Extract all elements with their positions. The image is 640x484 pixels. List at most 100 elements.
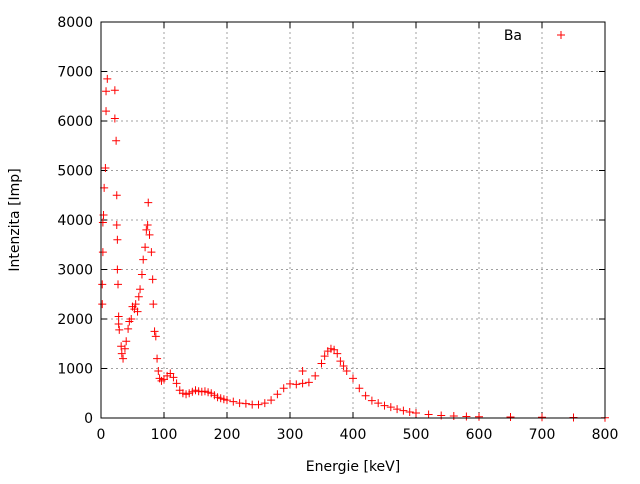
- data-point: [279, 384, 288, 393]
- x-axis-label: Energie [keV]: [306, 459, 400, 475]
- y-tick-label: 3000: [57, 263, 93, 279]
- data-point: [131, 300, 140, 309]
- data-point: [117, 349, 126, 358]
- legend-marker: [557, 31, 565, 39]
- plot-frame: [100, 21, 606, 419]
- data-point: [380, 401, 389, 410]
- data-point: [304, 378, 313, 387]
- data-point: [462, 412, 471, 421]
- data-point: [154, 366, 163, 375]
- data-point: [260, 399, 269, 408]
- y-tick-label: 4000: [57, 213, 93, 229]
- data-point: [374, 399, 383, 408]
- data-point: [336, 357, 345, 366]
- data-point: [101, 164, 110, 173]
- y-tick-label: 5000: [57, 164, 93, 180]
- data-point: [424, 410, 433, 419]
- data-point: [143, 220, 152, 229]
- data-point: [113, 235, 122, 244]
- y-tick-label: 6000: [57, 114, 93, 130]
- data-point: [355, 384, 364, 393]
- x-tick-label: 200: [214, 427, 241, 443]
- data-point: [112, 136, 121, 145]
- data-point: [298, 366, 307, 375]
- data-point: [98, 218, 107, 227]
- x-tick-label: 800: [592, 427, 619, 443]
- data-point: [298, 379, 307, 388]
- data-point: [114, 280, 123, 289]
- x-tick-label: 100: [151, 427, 178, 443]
- data-point: [147, 248, 156, 257]
- ticks: 0 100 200 300 400 500 600 700 800010002000300040…: [57, 15, 618, 443]
- data-point: [112, 191, 121, 200]
- data-point: [148, 275, 157, 284]
- data-point: [333, 349, 342, 358]
- data-point: [317, 359, 326, 368]
- data-point: [98, 280, 107, 289]
- data-points: [98, 74, 609, 422]
- data-point: [172, 379, 181, 388]
- data-point: [113, 265, 122, 274]
- y-tick-label: 8000: [57, 15, 93, 31]
- legend-label: Ba: [504, 28, 522, 44]
- data-point: [136, 285, 145, 294]
- data-point: [115, 325, 124, 334]
- y-tick-label: 1000: [57, 362, 93, 378]
- legend-marker-symbol: [557, 31, 565, 39]
- data-point: [229, 397, 238, 406]
- data-point: [144, 198, 153, 207]
- data-point: [449, 412, 458, 421]
- data-point: [151, 332, 160, 341]
- data-point: [223, 396, 231, 405]
- data-point: [127, 315, 136, 323]
- data-point: [254, 400, 263, 409]
- data-point: [141, 243, 150, 252]
- data-point: [119, 354, 128, 363]
- data-point: [412, 409, 420, 418]
- data-point: [137, 270, 146, 279]
- data-point: [110, 114, 119, 123]
- data-point: [367, 396, 376, 405]
- data-point: [339, 362, 348, 371]
- data-point: [133, 307, 142, 316]
- data-point: [538, 413, 546, 422]
- legend: Ba: [504, 28, 565, 44]
- data-point: [122, 337, 131, 346]
- data-point: [273, 390, 282, 399]
- data-point: [110, 86, 119, 95]
- x-tick-label: 400: [340, 427, 367, 443]
- data-point: [405, 408, 414, 417]
- data-point: [241, 399, 250, 408]
- data-point: [320, 352, 329, 361]
- data-point: [475, 412, 483, 421]
- data-point: [506, 413, 515, 422]
- data-point: [342, 366, 351, 375]
- x-tick-label: 700: [529, 427, 556, 443]
- data-point: [120, 344, 129, 353]
- data-point: [102, 87, 111, 96]
- data-point: [361, 391, 370, 400]
- data-point: [145, 230, 154, 239]
- x-tick-label: 300: [277, 427, 304, 443]
- data-point: [399, 406, 408, 415]
- data-point: [139, 255, 148, 264]
- data-point: [153, 354, 162, 363]
- data-point: [98, 248, 107, 257]
- data-point: [142, 225, 151, 234]
- grid: [101, 22, 605, 418]
- data-point: [386, 403, 395, 412]
- x-tick-label: 0: [97, 427, 106, 443]
- x-tick-label: 500: [403, 427, 430, 443]
- x-tick-label: 600: [466, 427, 493, 443]
- data-point: [112, 220, 121, 229]
- y-tick-label: 2000: [57, 312, 93, 328]
- data-point: [149, 300, 158, 309]
- data-point: [114, 319, 123, 328]
- data-point: [169, 373, 178, 382]
- y-tick-label: 0: [84, 411, 93, 427]
- data-point: [311, 371, 320, 380]
- data-point: [134, 292, 143, 301]
- y-tick-label: 7000: [57, 65, 93, 81]
- y-axis-label: Intenzita [Imp]: [7, 168, 23, 271]
